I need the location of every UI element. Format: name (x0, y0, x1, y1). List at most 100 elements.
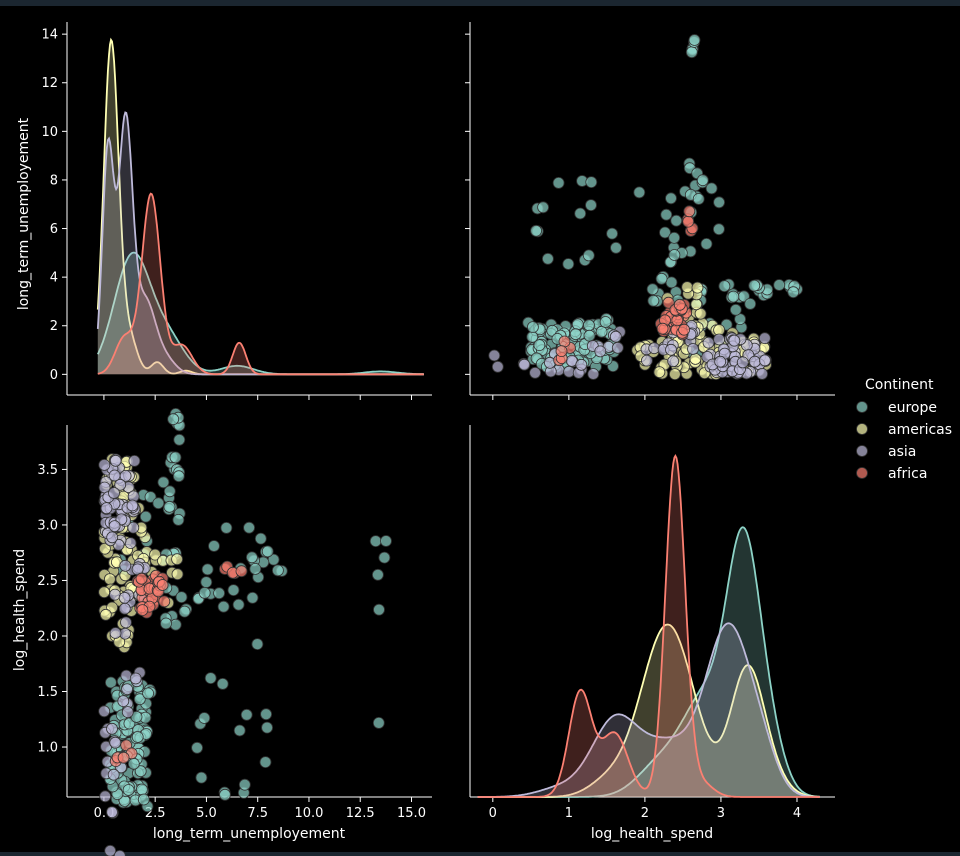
legend-marker-asia (856, 445, 868, 457)
scatter-point-europe (527, 321, 539, 334)
tl-y-tick-label: 8 (50, 173, 58, 188)
kde-fill-africa (97, 193, 424, 375)
scatter-point-americas (104, 573, 116, 585)
legend-label-americas: americas (888, 422, 952, 438)
y-axis-title-bottom: log_health_spend (12, 549, 28, 671)
kde-line-africa (477, 454, 820, 798)
scatter-point-asia (124, 537, 137, 549)
scatter-point-europe (665, 192, 677, 205)
scatter-point-asia (702, 336, 715, 349)
scatter-point-europe (251, 638, 264, 650)
bl-x-tick-label: 12.5 (346, 806, 375, 821)
scatter-point-africa (136, 604, 149, 616)
kde-line-europe (96, 251, 424, 376)
scatter-point-asia (529, 366, 541, 379)
scatter-point-europe (198, 587, 211, 599)
x-axis-title-right: log_health_spend (591, 826, 713, 842)
window-top-bar (0, 0, 960, 6)
scatter-point-europe (227, 584, 240, 596)
scatter-point-africa (156, 579, 169, 591)
bl-x-tick-label: 7.5 (247, 806, 268, 821)
scatter-point-asia (121, 683, 133, 696)
scatter-point-europe (562, 258, 575, 270)
scatter-point-europe (105, 676, 117, 689)
scatter-point-europe (647, 294, 660, 307)
scatter-point-europe (729, 303, 742, 316)
scatter-point-asia (108, 520, 121, 532)
scatter-point-europe (665, 276, 678, 289)
scatter-point-asia (687, 343, 699, 355)
scatter-point-asia (641, 354, 653, 367)
scatter-point-europe (133, 693, 146, 706)
scatter-point-africa (555, 345, 568, 358)
legend-label-africa: africa (888, 466, 927, 482)
scatter-point-europe (127, 757, 140, 770)
scatter-point-europe (175, 591, 188, 603)
br-x-tick-label: 1 (565, 806, 573, 821)
scatter-point-europe (585, 176, 598, 189)
kde-fill-americas (97, 39, 424, 375)
scatter-point-europe (660, 208, 673, 221)
scatter-point-europe (249, 563, 262, 575)
panel-unemployment-kde: 0 2 4 6 8 10 12 14 (41, 22, 432, 400)
scatter-point-europe (243, 521, 256, 534)
scatter-point-europe (378, 551, 391, 564)
scatter-point-europe (583, 319, 595, 332)
kde-fill-europe (477, 527, 820, 797)
scatter-point-asia (106, 531, 119, 544)
scatter-point-europe (219, 788, 231, 801)
scatter-point-europe (530, 224, 542, 237)
bl-x-tick-label: 15.0 (397, 806, 426, 821)
scatter-point-asia (108, 487, 120, 499)
scatter-point-asia (109, 454, 122, 467)
kde-fill-asia (97, 112, 424, 375)
bl-y-tick-label: 2.0 (37, 629, 58, 644)
scatter-point-europe (606, 227, 618, 240)
scatter-point-europe (169, 618, 182, 631)
scatter-point-europe (655, 272, 668, 285)
scatter-point-asia (118, 591, 131, 604)
scatter-point-africa (678, 323, 690, 336)
scatter-point-africa (682, 215, 695, 228)
scatter-point-europe (787, 286, 800, 299)
scatter-point-africa (135, 572, 148, 585)
scatter-point-europe (208, 540, 220, 552)
scatter-point-asia (98, 458, 111, 471)
scatter-point-europe (727, 290, 740, 303)
kde-line-asia (477, 622, 820, 798)
bl-y-tick-label: 1.0 (37, 741, 58, 756)
scatter-point-americas (669, 368, 681, 381)
x-axis-title-left: long_term_unemployement (153, 826, 346, 842)
scatter-point-europe (254, 532, 267, 545)
scatter-point-asia (714, 355, 727, 368)
bl-y-tick-label: 3.5 (37, 463, 58, 478)
scatter-point-europe (216, 678, 229, 690)
scatter-point-europe (198, 712, 211, 724)
scatter-point-asia (109, 627, 122, 639)
scatter-point-europe (157, 476, 170, 489)
scatter-point-asia (491, 360, 504, 373)
scatter-point-europe (646, 283, 659, 296)
scatter-point-asia (118, 602, 131, 615)
scatter-point-asia (128, 454, 141, 467)
scatter-point-europe (659, 226, 671, 239)
scatter-point-asia (518, 358, 531, 371)
scatter-point-asia (129, 672, 142, 685)
bl-x-tick-label: 5.0 (196, 806, 217, 821)
tl-y-tick-label: 12 (41, 76, 58, 91)
scatter-point-europe (195, 771, 208, 784)
scatter-point-europe (692, 193, 705, 205)
scatter-point-asia (100, 502, 113, 515)
scatter-point-europe (542, 252, 554, 265)
scatter-point-asia (127, 521, 140, 534)
scatter-point-europe (582, 249, 595, 262)
scatter-point-europe (137, 793, 150, 806)
kde-fill-americas (477, 624, 820, 797)
tl-y-tick-label: 4 (50, 271, 58, 286)
scatter-point-asia (587, 368, 600, 380)
panel-unemployment-vs-health-scatter (465, 22, 835, 400)
scatter-point-europe (167, 413, 180, 426)
scatter-point-asia (748, 355, 761, 368)
kde-fill-asia (477, 623, 820, 797)
scatter-point-asia (713, 333, 725, 346)
